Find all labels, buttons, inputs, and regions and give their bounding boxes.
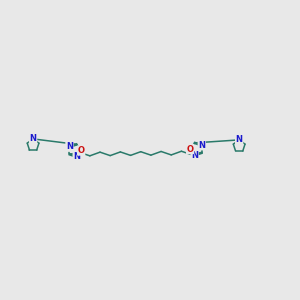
Text: N: N <box>66 142 73 151</box>
Text: O: O <box>187 145 194 154</box>
Text: O: O <box>78 146 85 155</box>
Text: N: N <box>73 152 80 161</box>
Text: N: N <box>30 134 37 143</box>
Text: N: N <box>236 135 243 144</box>
Text: N: N <box>198 141 205 150</box>
Text: N: N <box>191 151 198 160</box>
